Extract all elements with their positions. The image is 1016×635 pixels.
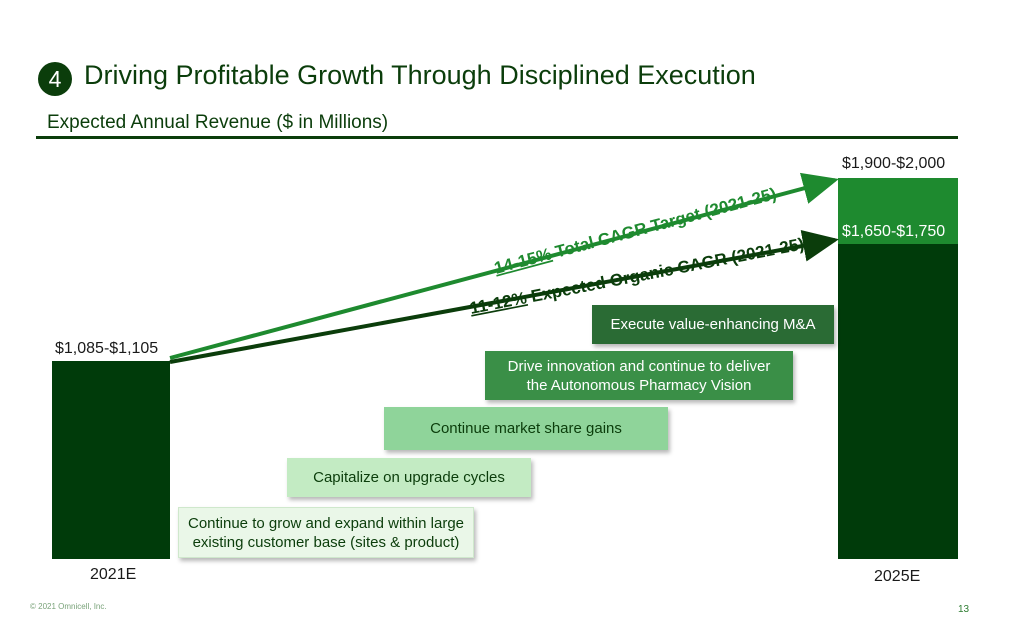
step-ma: Execute value-enhancing M&A: [592, 305, 834, 344]
category-label-2025e: 2025E: [874, 568, 921, 585]
bar-2021e: [52, 361, 170, 559]
bar-2021e-value-label: $1,085-$1,105: [55, 340, 159, 357]
copyright-notice: © 2021 Omnicell, Inc.: [30, 602, 107, 611]
step-innovation: Drive innovation and continue to deliver…: [485, 351, 793, 400]
chart-subtitle: Expected Annual Revenue ($ in Millions): [47, 112, 389, 133]
bar-2025e-total: [838, 178, 958, 244]
subtitle-underline: [36, 136, 958, 139]
section-number-badge: 4: [38, 62, 72, 96]
step-upgrade-cycles: Capitalize on upgrade cycles: [287, 458, 531, 497]
step-market-share: Continue market share gains: [384, 407, 668, 450]
total-cagr-highlight: 14-15%: [492, 244, 554, 278]
bar-2025e-total-label: $1,900-$2,000: [842, 155, 946, 172]
page-number: 13: [958, 604, 970, 615]
bar-2025e-organic-label: $1,650-$1,750: [842, 223, 946, 240]
page-title: Driving Profitable Growth Through Discip…: [84, 60, 756, 90]
category-label-2021e: 2021E: [90, 566, 137, 583]
organic-cagr-line: [169, 230, 839, 364]
total-cagr-line: [169, 172, 839, 360]
bar-2025e-organic: [838, 244, 958, 559]
organic-cagr-highlight: 11-12%: [468, 288, 528, 318]
step-grow-customer-base: Continue to grow and expand within large…: [178, 507, 474, 558]
